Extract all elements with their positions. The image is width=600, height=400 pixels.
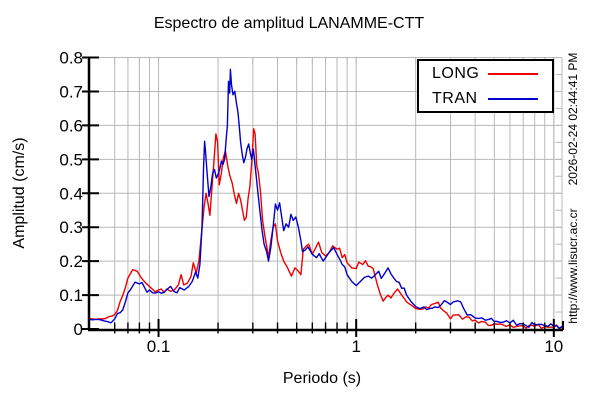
series-line-long bbox=[89, 128, 563, 329]
y-tick-label: 0.4 bbox=[59, 184, 83, 203]
y-axis-label: Amplitud (cm/s) bbox=[11, 137, 28, 248]
legend-item-long: LONG bbox=[419, 61, 552, 86]
series-layer bbox=[89, 68, 563, 329]
y-tick-label: 0.1 bbox=[59, 286, 83, 305]
grid-layer bbox=[90, 57, 563, 329]
legend-item-tran: TRAN bbox=[419, 86, 552, 111]
x-tick-label: 10 bbox=[544, 337, 563, 356]
y-tick-label: 0.6 bbox=[59, 116, 83, 135]
axes-layer: 0 0.1 0.2 0.3 0.4 0.5 0.6 0.7 0.8 0.1 1 10 bbox=[59, 49, 564, 356]
y-tick-label: 0.5 bbox=[59, 150, 83, 169]
x-tick-label: 0.1 bbox=[147, 337, 171, 356]
legend-label-tran: TRAN bbox=[432, 89, 478, 107]
x-tick-label: 1 bbox=[351, 337, 360, 356]
chart-title: Espectro de amplitud LANAMME-CTT bbox=[154, 15, 425, 32]
y-tick-label: 0 bbox=[74, 320, 83, 339]
y-tick-label: 0.8 bbox=[59, 49, 83, 68]
y-tick-label: 0.3 bbox=[59, 218, 83, 237]
timestamp-watermark: 2026-02-24 02:44:41 PM bbox=[566, 53, 580, 186]
legend-label-long: LONG bbox=[432, 64, 480, 82]
url-watermark: http://www.lisucr.ac.cr bbox=[566, 208, 580, 323]
legend: LONG TRAN bbox=[417, 59, 554, 113]
y-tick-label: 0.2 bbox=[59, 252, 83, 271]
legend-line-tran-sample bbox=[488, 97, 538, 100]
x-axis-label: Periodo (s) bbox=[283, 370, 361, 387]
legend-line-long-sample bbox=[488, 72, 538, 75]
series-line-tran bbox=[89, 68, 563, 329]
y-tick-label: 0.7 bbox=[59, 82, 83, 101]
